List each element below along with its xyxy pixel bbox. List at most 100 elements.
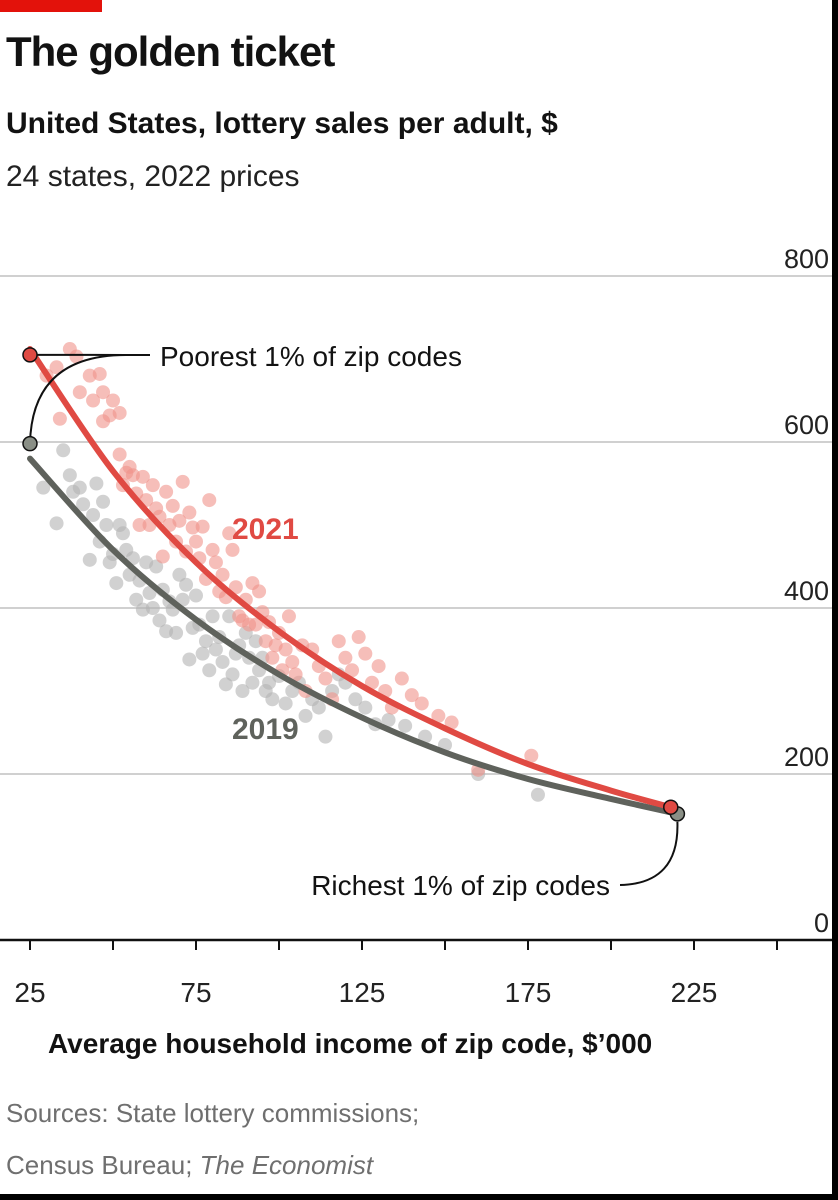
annotation-richest: Richest 1% of zip codes [311, 870, 610, 901]
data-point-2019 [96, 494, 111, 509]
data-point-2019 [398, 718, 413, 733]
data-point-2021 [351, 630, 366, 645]
fit-curves [27, 346, 681, 817]
data-point-2021 [202, 493, 217, 508]
marker-poorest-2021 [22, 347, 38, 363]
data-point-2021 [225, 542, 240, 557]
data-point-2019 [86, 508, 101, 523]
data-point-2019 [179, 577, 194, 592]
data-point-2021 [132, 518, 147, 532]
data-point-2019 [205, 609, 220, 624]
data-point-2019 [530, 787, 545, 802]
data-point-2019 [215, 654, 230, 669]
data-point-2019 [348, 692, 363, 707]
data-point-2021 [364, 675, 379, 690]
data-point-2019 [89, 476, 104, 491]
data-point-2019 [182, 652, 197, 667]
data-point-2021 [318, 671, 333, 686]
data-point-2019 [248, 634, 263, 649]
data-point-2021 [444, 715, 459, 730]
data-point-2021 [106, 393, 120, 408]
data-point-2021 [524, 748, 539, 763]
data-point-2021 [394, 671, 409, 686]
data-point-2021 [145, 478, 160, 493]
series-2019-points [23, 436, 685, 821]
data-point-2019 [208, 642, 223, 657]
data-point-2021 [92, 366, 107, 381]
data-point-2019 [418, 729, 433, 744]
data-point-2021 [72, 385, 87, 400]
y-tick-label: 800 [784, 244, 829, 274]
source-note-prefix: Census Bureau; [6, 1150, 200, 1180]
data-point-2021 [404, 688, 419, 703]
chart-subsubtitle: 24 states, 2022 prices [6, 160, 300, 193]
data-point-2019 [76, 497, 91, 512]
leader-poorest-2019 [29, 354, 127, 444]
y-tick-label: 200 [784, 742, 829, 772]
data-point-2019 [145, 601, 160, 615]
data-point-2021 [414, 696, 429, 711]
chart-title: The golden ticket [6, 28, 335, 75]
data-point-2021 [49, 360, 64, 375]
marker-richest-2021 [663, 799, 679, 815]
data-point-2021 [285, 654, 300, 669]
data-point-2021 [338, 650, 353, 665]
y-tick-label: 0 [814, 908, 829, 938]
data-point-2019 [245, 675, 260, 690]
data-point-2019 [129, 592, 144, 607]
data-point-2021 [112, 405, 127, 420]
data-point-2019 [115, 526, 130, 541]
data-point-2019 [235, 684, 250, 698]
x-tick-label: 25 [14, 977, 45, 1008]
data-point-2021 [165, 498, 180, 513]
data-point-2021 [96, 385, 111, 400]
marker-poorest-2019 [22, 435, 38, 452]
data-point-2021 [228, 580, 243, 595]
data-point-2021 [195, 519, 210, 534]
series-label-2019: 2019 [232, 713, 299, 746]
data-point-2021 [155, 549, 170, 564]
x-axis: 25 75 125 175 225 Average household income of… [0, 938, 832, 1059]
data-point-2019 [82, 552, 97, 567]
series-label-2021: 2021 [232, 513, 299, 546]
data-point-2019 [225, 667, 240, 682]
data-point-2021 [331, 634, 346, 649]
data-point-2021 [135, 469, 150, 484]
scatter-chart: Poorest 1% of zip codes Richest 1% of zip… [0, 244, 832, 1059]
data-point-2019 [172, 567, 187, 582]
data-point-2019 [222, 609, 237, 624]
data-point-2019 [278, 696, 293, 711]
data-point-2021 [205, 542, 220, 557]
data-point-2021 [252, 584, 267, 599]
data-point-2019 [72, 480, 87, 495]
data-point-2019 [381, 713, 396, 728]
data-point-2021 [112, 447, 127, 462]
data-point-2021 [159, 484, 174, 499]
data-point-2021 [278, 642, 293, 657]
data-point-2019 [358, 700, 373, 715]
data-point-2019 [198, 634, 213, 649]
data-point-2021 [172, 513, 187, 528]
data-point-2019 [169, 625, 184, 640]
data-point-2019 [99, 518, 114, 532]
data-point-2021 [222, 526, 237, 541]
data-point-2019 [298, 708, 313, 723]
data-point-2021 [208, 555, 223, 570]
data-point-2019 [202, 663, 217, 678]
data-point-2019 [195, 646, 210, 661]
fit-curve-2021 [27, 346, 674, 811]
x-tick-label: 125 [339, 977, 386, 1008]
data-point-2019 [262, 675, 277, 690]
data-point-2021 [265, 650, 280, 665]
data-point-2019 [311, 700, 326, 715]
source-note-line1: Sources: State lottery commissions; [6, 1098, 420, 1128]
y-tick-label: 600 [784, 410, 829, 440]
data-point-2021 [431, 708, 446, 723]
annotations: Poorest 1% of zip codes Richest 1% of zip… [22, 341, 686, 901]
data-point-2019 [36, 480, 51, 495]
data-point-2021 [175, 474, 190, 489]
data-point-2019 [265, 692, 280, 707]
leader-richest [619, 821, 679, 886]
